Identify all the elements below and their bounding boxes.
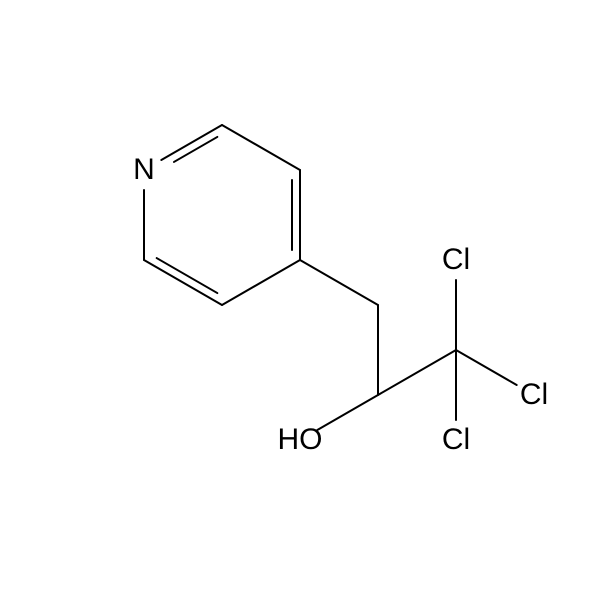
atom-label-Cl_dn: Cl [442, 423, 470, 457]
molecule-canvas: N HO Cl Cl Cl [0, 0, 600, 600]
atom-label-N: N [133, 153, 155, 187]
bond-layer [0, 0, 600, 600]
atom-label-OH: HO [278, 423, 323, 457]
atom-label-Cl_rt: Cl [520, 378, 548, 412]
atom-label-Cl_up: Cl [442, 243, 470, 277]
